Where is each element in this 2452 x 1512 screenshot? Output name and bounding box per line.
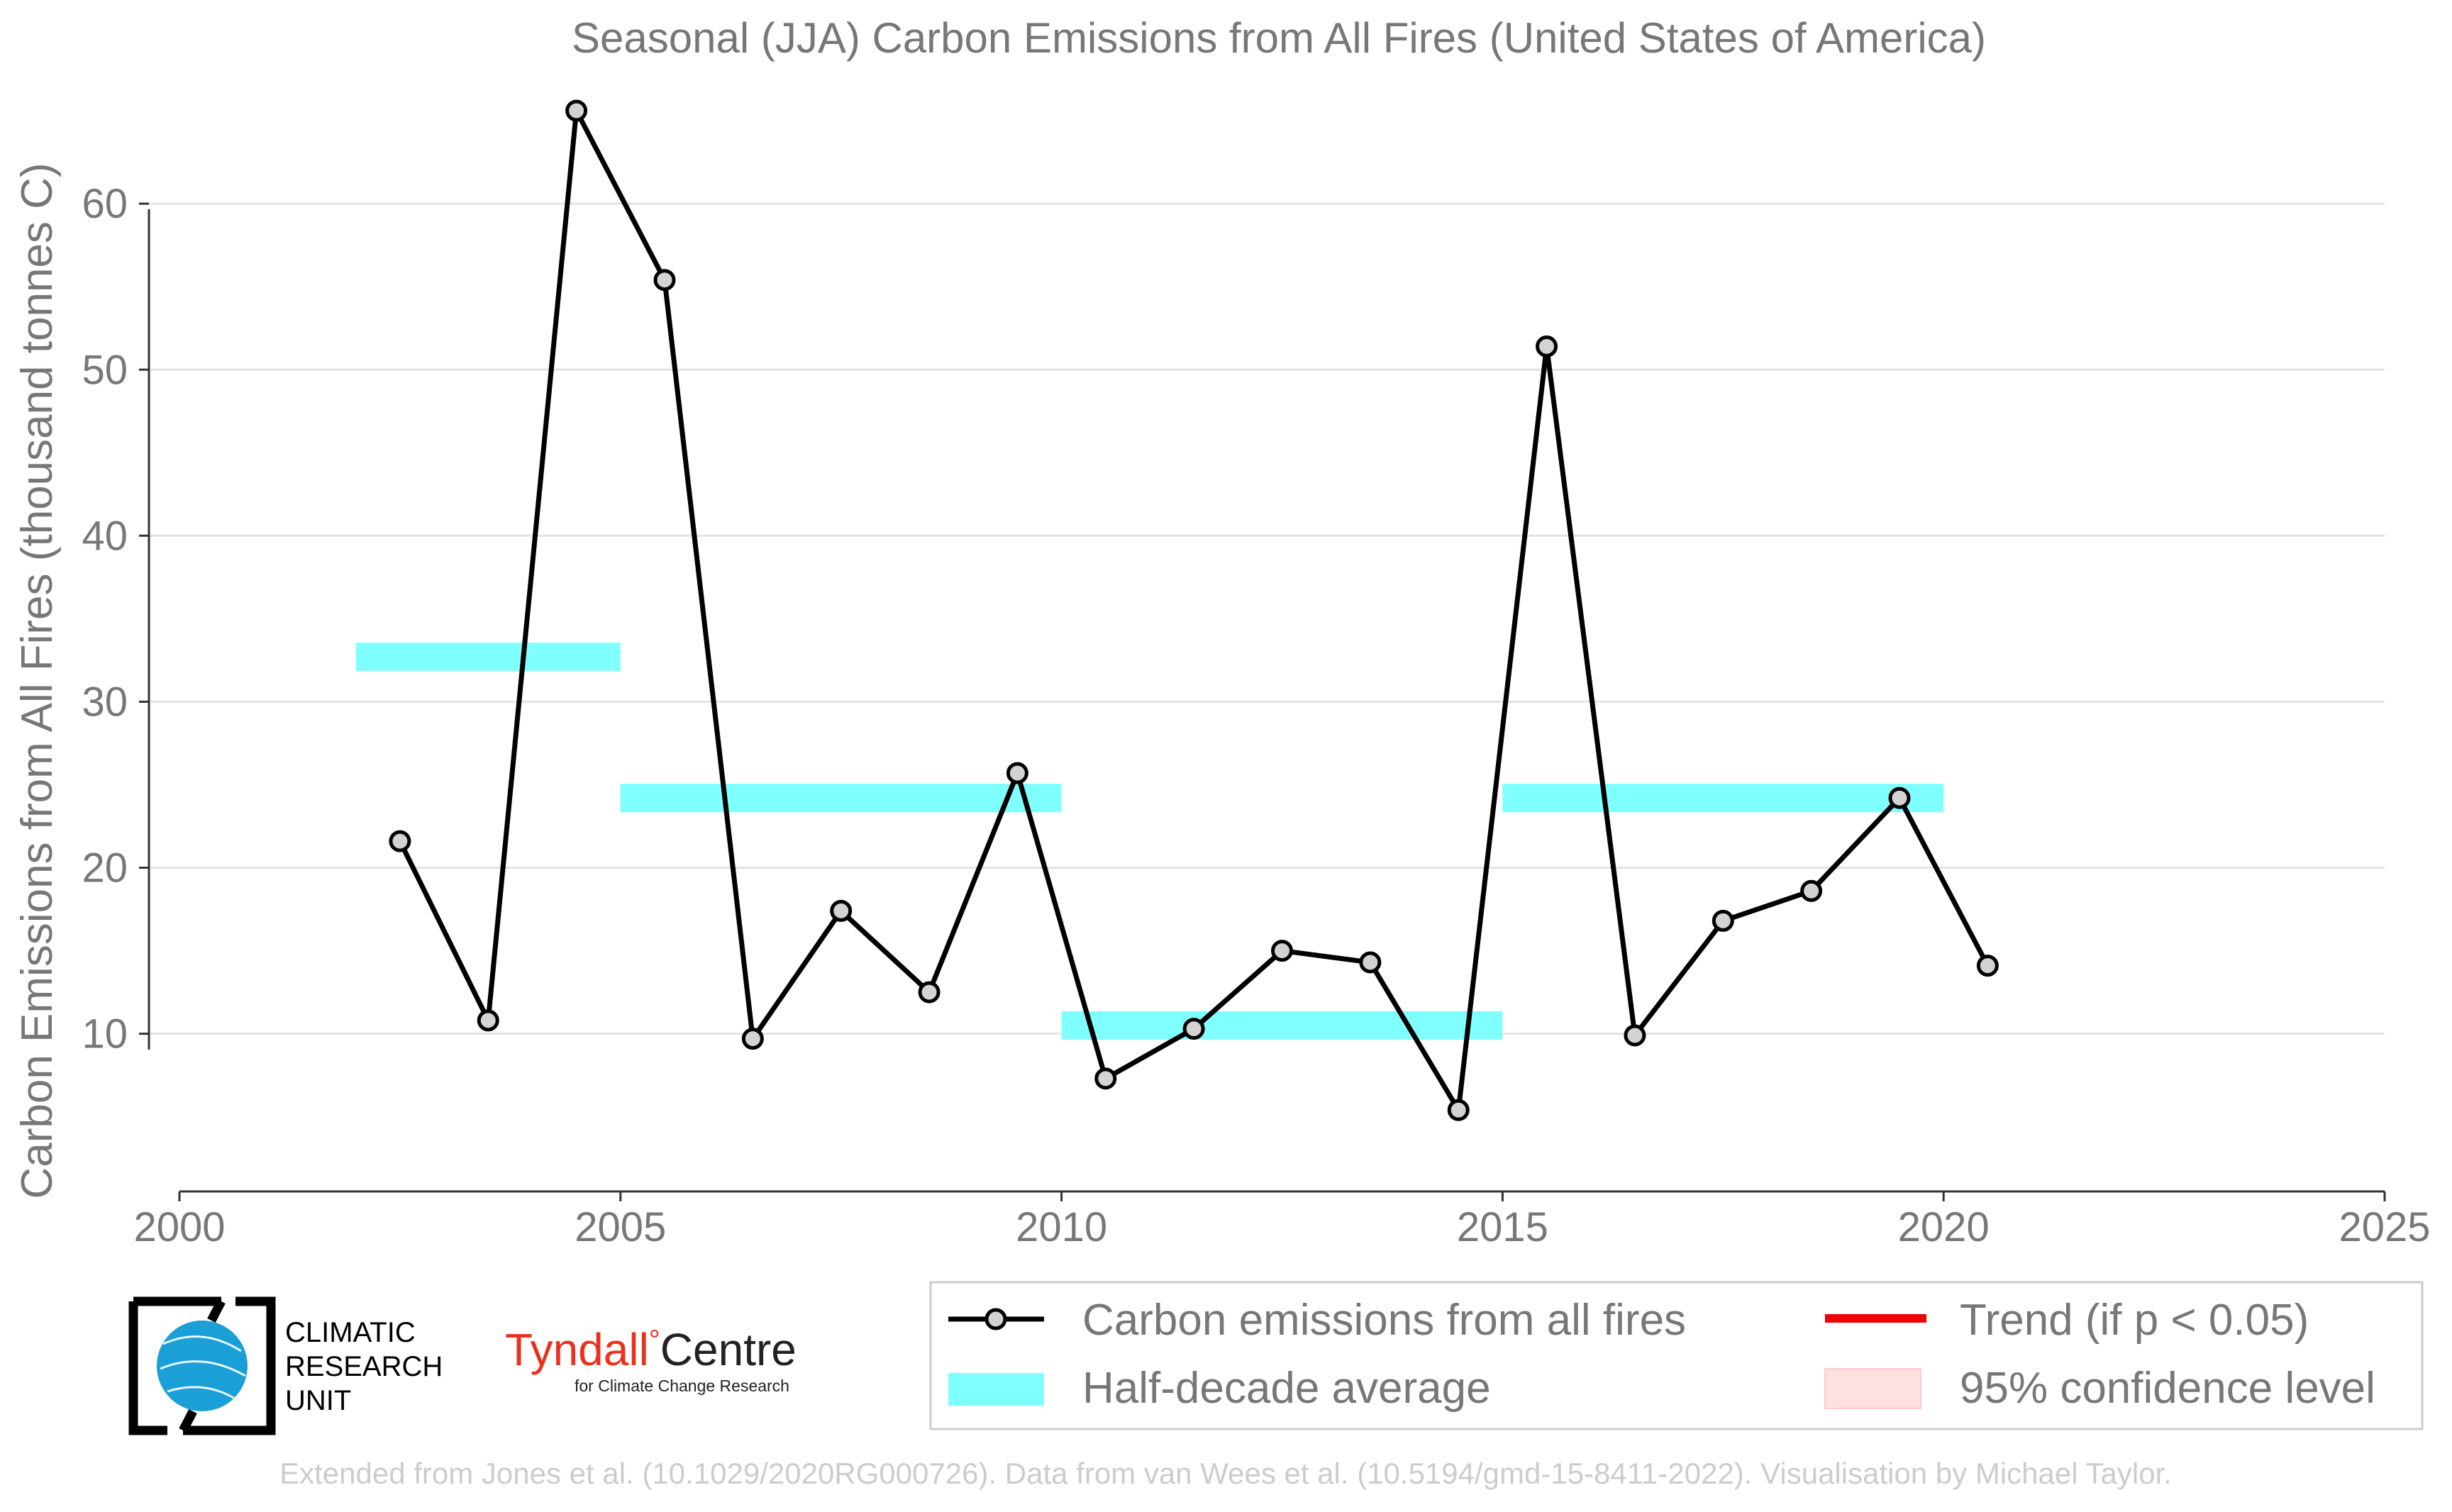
data-point xyxy=(1536,335,1558,357)
data-point xyxy=(477,1009,499,1032)
data-point xyxy=(1182,1018,1205,1040)
legend-box xyxy=(929,1281,2424,1430)
grid-lines xyxy=(149,202,2385,1035)
y-axis: 10 20 30 40 50 60 xyxy=(82,181,150,1057)
tyndall-name: Tyndall xyxy=(505,1324,649,1375)
cru-logo-line1: CLIMATIC xyxy=(285,1317,416,1348)
tyndall-logo: Tyndall°Centre for Climate Change Resear… xyxy=(505,1324,797,1395)
data-point xyxy=(1094,1067,1117,1090)
data-point xyxy=(1271,940,1293,962)
x-tick-label: 2010 xyxy=(1016,1204,1107,1250)
x-tick-label: 2020 xyxy=(1898,1204,1990,1250)
half-decade-bar xyxy=(355,643,621,672)
data-point xyxy=(830,899,853,922)
tyndall-tagline: for Climate Change Research xyxy=(575,1377,789,1395)
y-tick-label: 10 xyxy=(82,1011,128,1057)
series-points xyxy=(389,99,1999,1121)
tyndall-degree: ° xyxy=(649,1325,660,1356)
legend-swatch-half-decade xyxy=(948,1373,1044,1406)
x-tick-label: 2005 xyxy=(575,1204,666,1250)
x-tick-label: 2015 xyxy=(1457,1204,1548,1250)
data-point xyxy=(1976,955,1999,977)
data-point xyxy=(741,1028,764,1050)
legend-swatch-emissions-marker xyxy=(984,1308,1007,1330)
data-point xyxy=(1712,909,1734,932)
data-point xyxy=(918,981,941,1004)
half-decade-bars xyxy=(355,643,1944,1040)
cru-logo-line2: RESEARCH xyxy=(285,1351,443,1382)
legend-label-confidence: 95% confidence level xyxy=(1960,1364,2375,1413)
legend-label-trend: Trend (if p < 0.05) xyxy=(1960,1296,2309,1345)
legend-swatch-trend xyxy=(1825,1314,1926,1323)
data-point xyxy=(1624,1024,1646,1047)
y-tick-label: 60 xyxy=(82,181,128,227)
data-point xyxy=(389,830,411,852)
tyndall-logo-wordmark: Tyndall°Centre xyxy=(505,1324,797,1375)
cru-logo-frame xyxy=(128,1296,276,1435)
legend: Carbon emissions from all fires Trend (i… xyxy=(929,1281,2424,1430)
footer-credits: Extended from Jones et al. (10.1029/2020… xyxy=(279,1457,2172,1490)
data-point xyxy=(1888,786,1911,809)
series-line-carbon-emissions xyxy=(397,108,1990,1113)
y-tick-label: 50 xyxy=(82,347,128,393)
y-tick-label: 30 xyxy=(82,679,128,725)
x-tick-label: 2000 xyxy=(133,1204,225,1250)
cru-logo-line3: UNIT xyxy=(285,1385,351,1416)
data-point xyxy=(1800,879,1823,902)
half-decade-bar xyxy=(1061,1011,1503,1040)
data-point xyxy=(1359,951,1382,974)
legend-label-emissions: Carbon emissions from all fires xyxy=(1082,1296,1686,1345)
half-decade-bar xyxy=(1502,784,1944,813)
cru-logo: CLIMATIC RESEARCH UNIT xyxy=(128,1296,443,1435)
y-tick-label: 20 xyxy=(82,845,128,891)
data-point xyxy=(1447,1099,1470,1121)
legend-swatch-confidence xyxy=(1824,1368,1921,1409)
data-point xyxy=(565,99,588,122)
x-axis: 2000 2005 2010 2015 2020 2025 xyxy=(133,1190,2431,1250)
y-tick-label: 40 xyxy=(82,513,128,559)
y-axis-label: Carbon Emissions from All Fires (thousan… xyxy=(13,162,62,1199)
x-tick-label: 2025 xyxy=(2339,1204,2430,1250)
data-point xyxy=(653,269,676,291)
legend-label-half-decade: Half-decade average xyxy=(1082,1364,1491,1413)
tyndall-centre: Centre xyxy=(660,1324,797,1375)
globe-icon-lines xyxy=(160,1335,246,1402)
data-point xyxy=(1006,762,1028,784)
half-decade-bar xyxy=(620,784,1062,813)
chart-title: Seasonal (JJA) Carbon Emissions from All… xyxy=(572,14,1986,62)
